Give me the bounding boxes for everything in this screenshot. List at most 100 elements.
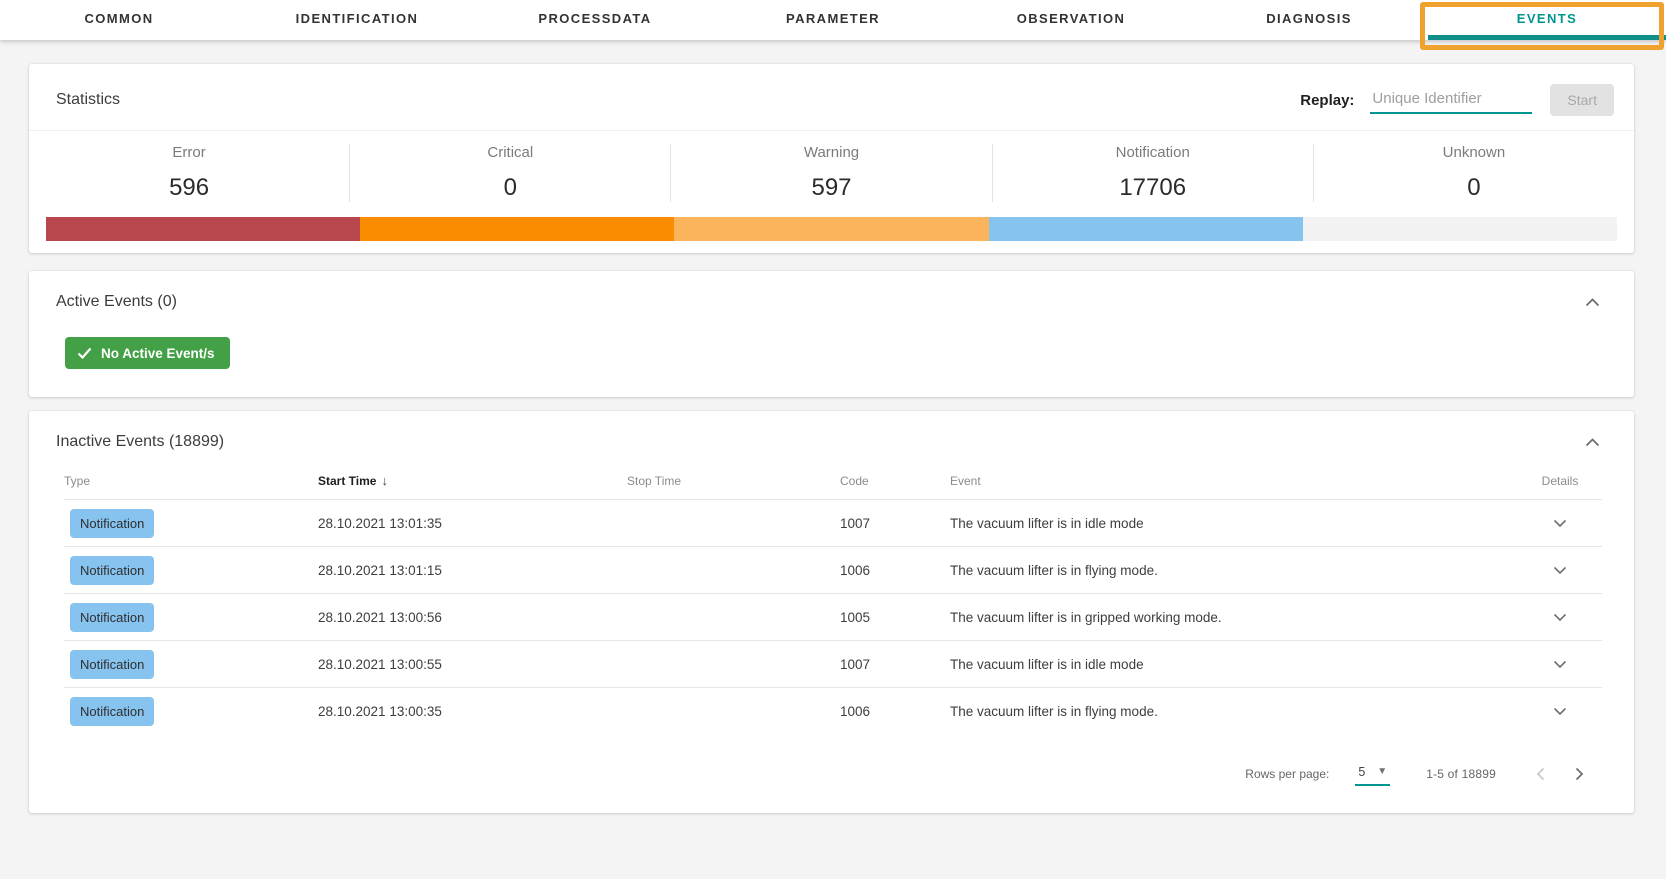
tab-identification-label: IDENTIFICATION [295,11,419,26]
checkmark-icon [77,347,92,360]
chevron-down-icon [1553,657,1567,672]
bar-segment-unknown [1302,217,1617,241]
tab-identification[interactable]: IDENTIFICATION [238,0,476,40]
start-time-header-label: Start Time [318,474,377,488]
event-type-badge: Notification [70,602,155,632]
sort-descending-icon: ↓ [381,473,388,488]
top-tab-bar: COMMON IDENTIFICATION PROCESSDATA PARAME… [0,0,1666,40]
replay-controls: Replay: Start [1300,84,1614,116]
statistics-card: Statistics Replay: Start Error 596 Criti… [29,64,1634,253]
active-events-title: Active Events (0) [56,293,177,310]
tab-diagnosis[interactable]: DIAGNOSIS [1190,0,1428,40]
event-code: 1007 [840,515,871,531]
replay-unique-identifier-input[interactable] [1370,86,1533,114]
chevron-down-icon [1553,563,1567,578]
stat-error-label: Error [172,144,206,161]
stat-unknown-value: 0 [1467,174,1481,201]
tab-events-label: EVENTS [1516,11,1578,26]
column-header-type: Type [64,473,91,488]
active-events-collapse-button[interactable] [1581,294,1604,311]
column-header-details: Details [1541,473,1579,488]
tab-common[interactable]: COMMON [0,0,238,40]
table-header-row: Type Start Time ↓ Stop Time Code Event De… [64,461,1602,499]
chevron-right-icon [1575,767,1584,784]
event-message: The vacuum lifter is in idle mode [950,515,1144,531]
event-table-row: Notification 28.10.2021 13:00:56 1005 Th… [64,593,1602,640]
tab-parameter[interactable]: PARAMETER [714,0,952,40]
inactive-events-collapse-button[interactable] [1581,434,1604,451]
rows-per-page-select[interactable]: 5 ▼ [1355,763,1391,786]
event-table-row: Notification 28.10.2021 13:01:15 1006 Th… [64,546,1602,593]
event-type-badge: Notification [70,508,155,538]
page-content: Statistics Replay: Start Error 596 Criti… [0,40,1666,813]
no-active-events-badge: No Active Event/s [65,337,230,369]
chevron-down-icon [1553,516,1567,531]
event-start-time: 28.10.2021 13:00:56 [318,609,442,625]
tab-observation[interactable]: OBSERVATION [952,0,1190,40]
row-details-expand-button[interactable] [1548,702,1572,721]
event-table-row: Notification 28.10.2021 13:00:35 1006 Th… [64,687,1602,734]
inactive-events-table: Type Start Time ↓ Stop Time Code Event De… [64,461,1602,787]
bar-segment-notification [988,217,1303,241]
chevron-up-icon [1585,295,1600,310]
column-header-start-time[interactable]: Start Time ↓ [318,473,627,488]
no-active-events-label: No Active Event/s [101,345,215,361]
event-message: The vacuum lifter is in flying mode. [950,562,1158,578]
bar-segment-critical [360,217,675,241]
event-message: The vacuum lifter is in gripped working … [950,609,1222,625]
event-code: 1006 [840,562,871,578]
stat-unknown: Unknown 0 [1312,144,1634,202]
event-type-badge: Notification [70,555,155,585]
rows-per-page-label: Rows per page: [1245,767,1330,781]
statistics-summary-row: Error 596 Critical 0 Warning 597 Notific… [29,130,1634,217]
chevron-down-icon [1553,610,1567,625]
column-header-stop-time: Stop Time [627,473,682,488]
active-tab-underline [1428,35,1666,40]
event-start-time: 28.10.2021 13:01:35 [318,515,442,531]
event-message: The vacuum lifter is in flying mode. [950,703,1158,719]
stat-warning: Warning 597 [670,144,991,202]
row-details-expand-button[interactable] [1548,561,1572,580]
next-page-button[interactable] [1569,761,1590,787]
statistics-title: Statistics [56,91,121,108]
stat-notification-label: Notification [1115,144,1190,161]
bar-segment-error [46,217,361,241]
tab-processdata[interactable]: PROCESSDATA [476,0,714,40]
stat-critical-label: Critical [487,144,534,161]
event-start-time: 28.10.2021 13:01:15 [318,562,442,578]
stat-notification: Notification 17706 [991,144,1313,202]
stat-warning-value: 597 [811,174,852,201]
stat-unknown-label: Unknown [1442,144,1506,161]
tab-parameter-label: PARAMETER [786,11,880,26]
event-start-time: 28.10.2021 13:00:35 [318,703,442,719]
chevron-up-icon [1585,435,1600,450]
replay-label: Replay: [1300,91,1355,109]
event-code: 1007 [840,656,871,672]
event-start-time: 28.10.2021 13:00:55 [318,656,442,672]
stat-error: Error 596 [29,144,349,202]
stat-warning-label: Warning [803,144,860,161]
statistics-color-bar [46,217,1617,241]
event-table-row: Notification 28.10.2021 13:00:55 1007 Th… [64,640,1602,687]
row-details-expand-button[interactable] [1548,514,1572,533]
bar-segment-warning [674,217,989,241]
pagination-range-label: 1-5 of 18899 [1426,767,1496,781]
row-details-expand-button[interactable] [1548,608,1572,627]
tab-events[interactable]: EVENTS [1428,0,1666,40]
replay-start-button[interactable]: Start [1550,84,1614,116]
chevron-down-icon [1553,704,1567,719]
stat-critical-value: 0 [503,174,517,201]
inactive-events-card: Inactive Events (18899) Type Start Time ↓… [29,411,1634,813]
rows-per-page-value: 5 [1358,764,1366,779]
row-details-expand-button[interactable] [1548,655,1572,674]
column-header-code: Code [840,473,869,488]
event-message: The vacuum lifter is in idle mode [950,656,1144,672]
stat-notification-value: 17706 [1119,174,1187,201]
tab-diagnosis-label: DIAGNOSIS [1266,11,1352,26]
stat-critical: Critical 0 [349,144,670,202]
event-table-row: Notification 28.10.2021 13:01:35 1007 Th… [64,499,1602,546]
tab-processdata-label: PROCESSDATA [538,11,652,26]
previous-page-button[interactable] [1530,761,1551,787]
tab-observation-label: OBSERVATION [1016,11,1126,26]
stat-error-value: 596 [169,174,210,201]
